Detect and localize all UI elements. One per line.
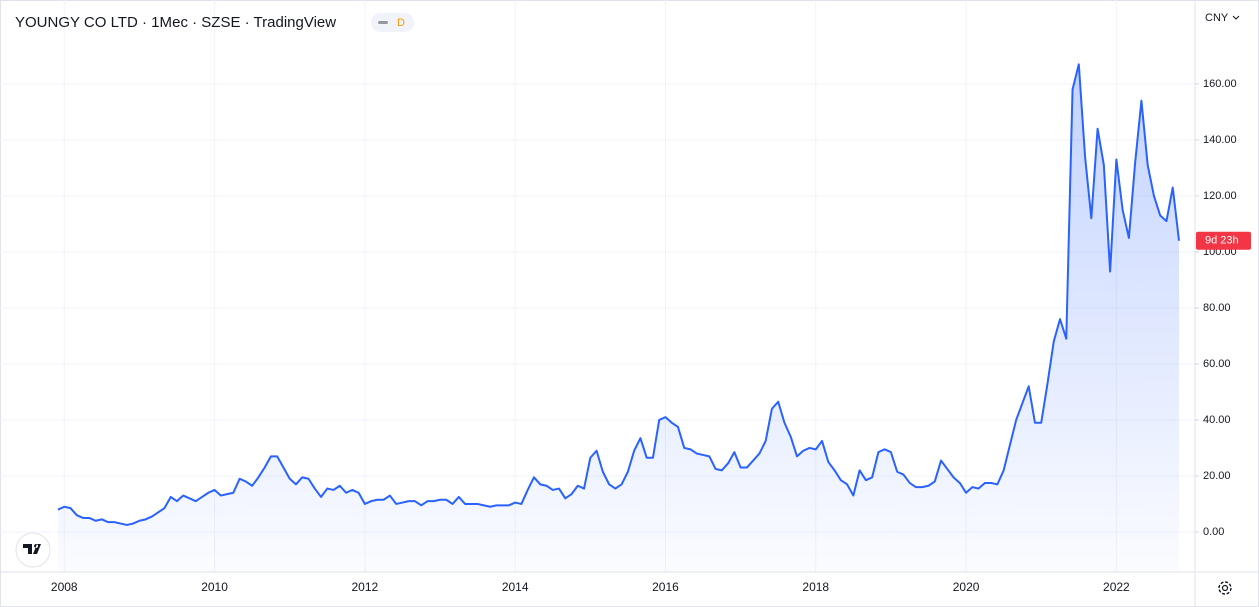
badge-bg[interactable] [371,13,414,32]
badge-dash [378,21,388,24]
y-tick-label: 20.00 [1203,470,1231,482]
y-tick-label: 160.00 [1203,78,1237,90]
y-tick-label: 0.00 [1203,526,1224,538]
price-line [57,63,1180,526]
y-tick-label: 120.00 [1203,190,1237,202]
y-tick-label: 40.00 [1203,414,1231,426]
last-price-tag [1196,231,1251,250]
x-tick-label: 2008 [51,580,78,594]
x-tick-label: 2010 [201,580,228,594]
interval-badge[interactable]: D [397,17,405,29]
x-tick-label: 2022 [1103,580,1130,594]
x-tick-label: 2016 [652,580,679,594]
axes: 0.0020.0040.0060.0080.00100.00120.00140.… [51,78,1251,594]
x-tick-label: 2012 [352,580,379,594]
tv-logo[interactable] [15,532,51,568]
y-tick-label: 60.00 [1203,358,1231,370]
x-tick-label: 2014 [502,580,529,594]
chart-title: YOUNGY CO LTD · 1Мес · SZSE · TradingVie… [15,14,336,31]
y-tick-label: 80.00 [1203,302,1231,314]
currency-caret[interactable] [1232,15,1240,20]
currency[interactable]: CNY [1205,12,1229,24]
y-tick-label: 140.00 [1203,134,1237,146]
plot [57,63,1180,572]
area [58,64,1179,572]
settings-gear[interactable] [1218,581,1232,595]
x-tick-label: 2018 [802,580,829,594]
x-tick-label: 2020 [953,580,980,594]
countdown-label: 9d 23h [1205,235,1239,247]
